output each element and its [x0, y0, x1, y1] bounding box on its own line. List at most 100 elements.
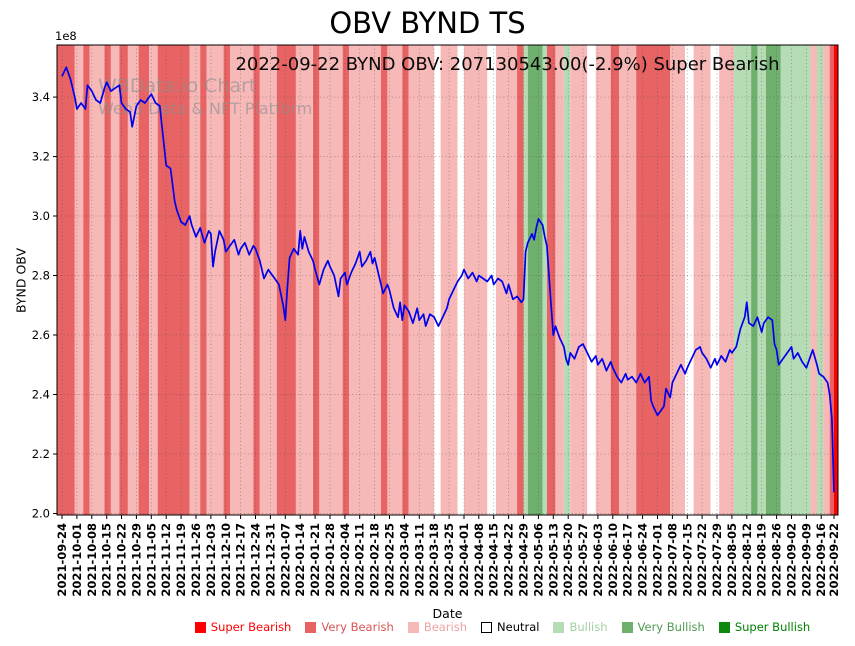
legend-item: Super Bearish	[194, 620, 292, 634]
sentiment-band-bullish	[542, 45, 547, 515]
legend-swatch-icon	[407, 621, 419, 633]
legend-swatch-icon	[553, 621, 565, 633]
x-tick-label: 2022-05-06	[531, 523, 545, 597]
watermark-line-1: WBData.io Chart	[98, 75, 256, 97]
legend-item: Super Bullish	[718, 620, 811, 634]
sentiment-band-neutral	[434, 45, 441, 515]
legend-label: Super Bullish	[734, 620, 811, 634]
y-tick-label: 3.4	[32, 90, 50, 104]
x-tick-label: 2022-07-29	[710, 523, 724, 597]
watermark-line-2: Web3 Data & NFT Platform	[98, 99, 312, 118]
sentiment-band-very_bearish	[83, 45, 90, 515]
x-tick-label: 2022-03-18	[427, 523, 441, 597]
x-tick-label: 2022-06-03	[591, 523, 605, 597]
sentiment-band-bearish	[555, 45, 564, 515]
sentiment-band-bearish	[595, 45, 611, 515]
x-tick-label: 2022-02-18	[368, 523, 382, 597]
x-tick-label: 2021-11-26	[189, 523, 203, 597]
sentiment-band-bearish	[127, 45, 139, 515]
y-tick-label: 3.2	[32, 150, 50, 164]
sentiment-band-very_bearish	[546, 45, 556, 515]
sentiment-band-bullish	[523, 45, 528, 515]
x-tick-label: 2022-07-08	[665, 523, 679, 597]
x-tick-label: 2022-03-25	[442, 523, 456, 597]
sentiment-band-bearish	[670, 45, 686, 515]
sentiment-band-very_bullish	[765, 45, 781, 515]
x-tick-label: 2022-09-22	[827, 523, 841, 597]
x-tick-label: 2022-08-05	[725, 523, 739, 597]
sentiment-band-very_bearish	[138, 45, 150, 515]
chart-subtitle: 2022-09-22 BYND OBV: 207130543.00(-2.9%)…	[235, 54, 780, 75]
sentiment-band-very_bearish	[119, 45, 128, 515]
y-tick-label: 2.4	[32, 388, 50, 402]
x-tick-label: 2021-10-01	[70, 523, 84, 597]
sentiment-band-neutral	[457, 45, 464, 515]
legend-label: Super Bearish	[210, 620, 292, 634]
sentiment-band-neutral	[685, 45, 694, 515]
y-tick-label: 2.2	[32, 447, 50, 461]
sentiment-band-bullish	[817, 45, 824, 515]
x-tick-label: 2022-08-12	[740, 523, 754, 597]
obv-line	[61, 66, 835, 493]
legend-label: Neutral	[497, 620, 540, 634]
x-tick-label: 2022-04-15	[487, 523, 501, 597]
sentiment-band-bearish	[387, 45, 403, 515]
legend-item: Very Bearish	[305, 620, 394, 634]
sentiment-band-bearish	[570, 45, 588, 515]
sentiment-band-bearish	[349, 45, 381, 515]
x-tick-label: 2022-01-07	[278, 523, 292, 597]
x-tick-label: 2021-10-29	[129, 523, 143, 597]
x-tick-label: 2021-10-08	[85, 523, 99, 597]
y-axis-label: BYND OBV	[13, 247, 29, 314]
chart-title: OBV BYND TS	[329, 6, 526, 40]
sentiment-band-super_bearish	[834, 45, 838, 515]
sentiment-band-bearish	[823, 45, 830, 515]
sentiment-band-very_bearish	[104, 45, 111, 515]
x-tick-label: 2022-01-28	[323, 523, 337, 597]
sentiment-band-bearish	[74, 45, 84, 515]
x-tick-label: 2022-09-02	[785, 523, 799, 597]
legend-label: Bearish	[423, 620, 468, 634]
legend-swatch-icon	[718, 621, 730, 633]
x-tick-label: 2021-11-19	[174, 523, 188, 597]
x-tick-label: 2022-09-16	[814, 523, 828, 597]
sentiment-band-bearish	[149, 45, 158, 515]
x-tick-label: 2022-01-21	[308, 523, 322, 597]
legend-swatch-icon	[194, 621, 206, 633]
legend-item: Bullish	[553, 620, 608, 634]
legend-item: Bearish	[407, 620, 468, 634]
x-tick-label: 2022-08-26	[770, 523, 784, 597]
legend: Super Bearish Very Bearish Bearish Neutral B…	[150, 620, 855, 634]
x-tick-label: 2022-07-15	[680, 523, 694, 597]
legend-swatch-icon	[305, 621, 317, 633]
x-tick-label: 2022-02-11	[353, 523, 367, 597]
x-tick-label: 2022-05-27	[576, 523, 590, 597]
x-tick-label: 2022-04-08	[472, 523, 486, 597]
x-tick-label: 2022-08-19	[755, 523, 769, 597]
x-tick-label: 2022-06-24	[636, 523, 650, 597]
x-tick-label: 2021-11-05	[144, 523, 158, 597]
x-tick-label: 2021-09-24	[55, 523, 69, 597]
legend-item: Very Bullish	[621, 620, 705, 634]
sentiment-band-very_bearish	[610, 45, 620, 515]
x-tick-label: 2021-10-22	[115, 523, 129, 597]
x-tick-label: 2022-02-04	[338, 523, 352, 597]
x-tick-label: 2021-11-12	[159, 523, 173, 597]
y-tick-label: 2.0	[32, 507, 50, 521]
legend-swatch-icon	[481, 621, 493, 633]
y-tick-label: 3.0	[32, 209, 50, 223]
sentiment-band-neutral	[710, 45, 720, 515]
sentiment-band-very_bearish	[402, 45, 409, 515]
sentiment-band-bearish	[230, 45, 254, 515]
sentiment-band-very_bearish	[276, 45, 296, 515]
x-tick-label: 2022-03-04	[397, 523, 411, 597]
x-tick-label: 2022-04-22	[502, 523, 516, 597]
sentiment-band-bearish	[810, 45, 817, 515]
sentiment-band-very_bearish	[157, 45, 190, 515]
x-tick-label: 2022-05-20	[561, 523, 575, 597]
x-tick-label: 2021-12-10	[219, 523, 233, 597]
sentiment-band-bearish	[189, 45, 201, 515]
x-tick-label: 2022-06-17	[621, 523, 635, 597]
